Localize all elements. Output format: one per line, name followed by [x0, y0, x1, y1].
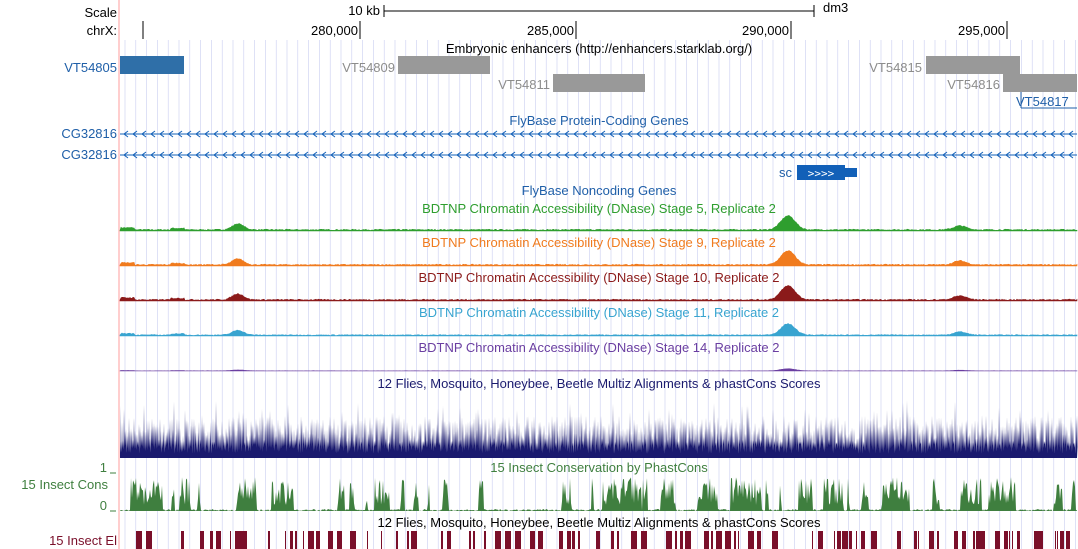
- dnase-stage11-signal[interactable]: [119, 322, 1078, 337]
- dnase-stage10-title: BDTNP Chromatin Accessibility (DNase) St…: [418, 270, 779, 285]
- enhancer-item-vt54815[interactable]: VT54815: [869, 56, 1020, 75]
- protein-genes-track-title: FlyBase Protein-Coding Genes: [509, 113, 689, 128]
- cons-axis-max: 1: [100, 460, 107, 475]
- enhancer-item-vt54816[interactable]: VT54816: [947, 74, 1077, 92]
- dnase-stage5-title: BDTNP Chromatin Accessibility (DNase) St…: [422, 201, 776, 216]
- enhancer-label[interactable]: VT54815: [869, 60, 922, 75]
- gene-utr[interactable]: [845, 168, 857, 177]
- multiz-track-title: 12 Flies, Mosquito, Honeybee, Beetle Mul…: [378, 376, 821, 391]
- dnase-stage10-signal[interactable]: [119, 285, 1078, 302]
- enhancer-item-vt54817[interactable]: VT54817: [1016, 92, 1077, 109]
- dnase-stage11-title: BDTNP Chromatin Accessibility (DNase) St…: [419, 305, 779, 320]
- elements-track-title: 12 Flies, Mosquito, Honeybee, Beetle Mul…: [378, 515, 821, 530]
- multiz-conservation-signal[interactable]: [120, 400, 1078, 458]
- gene-label[interactable]: CG32816: [61, 147, 117, 162]
- enhancer-label[interactable]: VT54811: [498, 77, 550, 92]
- noncoding-genes-track-title: FlyBase Noncoding Genes: [522, 183, 677, 198]
- enhancers-track-title: Embryonic enhancers (http://enhancers.st…: [446, 41, 752, 56]
- gene-cg32816-2[interactable]: CG32816: [61, 147, 1077, 162]
- enhancer-feature[interactable]: [553, 74, 645, 92]
- cons-axis-min: 0: [100, 498, 107, 513]
- gene-label[interactable]: sc: [779, 165, 793, 180]
- cons-signal[interactable]: [120, 477, 1077, 511]
- scale-bar-label: 10 kb: [348, 3, 380, 18]
- gene-cg32816-1[interactable]: CG32816: [61, 126, 1077, 141]
- scale-label: Scale: [84, 5, 117, 20]
- dnase-stage9-title: BDTNP Chromatin Accessibility (DNase) St…: [422, 235, 776, 250]
- conserved-elements-blocks[interactable]: [136, 531, 1070, 549]
- cons-track-title: 15 Insect Conservation by PhastCons: [490, 460, 708, 475]
- chrom-label: chrX:: [87, 23, 117, 38]
- strand-arrows: >>>>: [808, 167, 835, 180]
- strand-arrows: [123, 130, 1074, 138]
- position-label-290000: 290,000: [742, 23, 789, 38]
- enhancer-label[interactable]: VT54817: [1016, 94, 1069, 109]
- gene-sc[interactable]: sc >>>>: [779, 165, 857, 180]
- dnase-stage14-title: BDTNP Chromatin Accessibility (DNase) St…: [418, 340, 779, 355]
- enhancer-feature[interactable]: [926, 56, 1020, 74]
- enhancer-label[interactable]: VT54809: [342, 60, 395, 75]
- position-label-285000: 285,000: [527, 23, 574, 38]
- gene-label[interactable]: CG32816: [61, 126, 117, 141]
- enhancer-item-vt54811[interactable]: VT54811: [498, 74, 645, 92]
- vertical-grid-lines: [124, 40, 1076, 549]
- gene-exon[interactable]: [797, 165, 845, 180]
- enhancer-item-vt54805[interactable]: VT54805: [64, 56, 184, 75]
- enhancer-feature[interactable]: [1003, 74, 1077, 92]
- elements-side-label[interactable]: 15 Insect El: [49, 533, 117, 548]
- dnase-stage5-signal[interactable]: [119, 215, 1078, 232]
- enhancer-item-vt54809[interactable]: VT54809: [342, 56, 490, 75]
- position-label-295000: 295,000: [958, 23, 1005, 38]
- position-label-280000: 280,000: [311, 23, 358, 38]
- assembly-label: dm3: [823, 0, 848, 15]
- dnase-stage9-signal[interactable]: [119, 250, 1078, 267]
- enhancer-label[interactable]: VT54805: [64, 60, 117, 75]
- cons-side-label[interactable]: 15 Insect Cons: [21, 477, 108, 492]
- enhancer-feature[interactable]: [398, 56, 490, 74]
- dnase-stage14-signal[interactable]: [119, 368, 1078, 372]
- enhancer-feature[interactable]: [120, 56, 184, 74]
- enhancer-label[interactable]: VT54816: [947, 77, 1000, 92]
- strand-arrows: [123, 151, 1074, 159]
